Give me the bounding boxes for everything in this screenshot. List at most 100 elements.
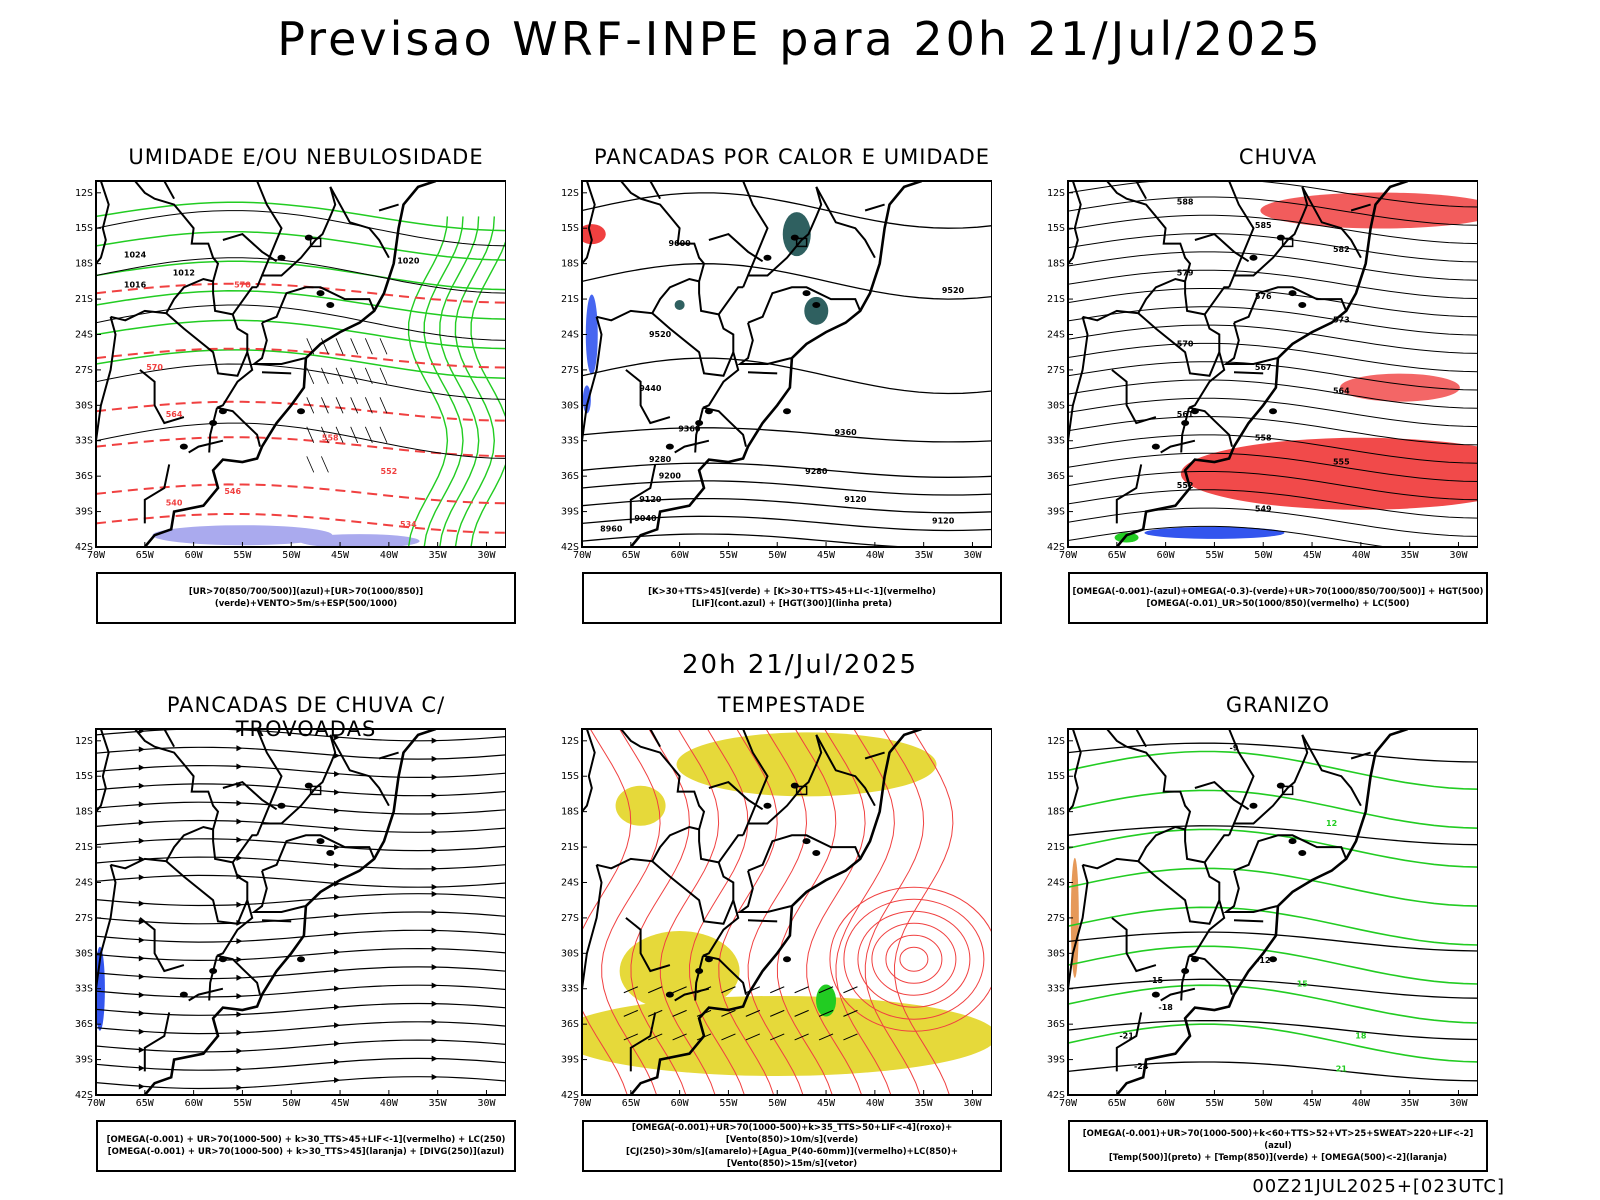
contour-label: 570 — [234, 280, 251, 289]
humidity-contour — [96, 319, 506, 350]
map-chuva: 588 585 582 579 576 573 570 567 564 561 558 555 552 5… — [1047, 180, 1478, 561]
contour-label: -12 — [1256, 956, 1270, 965]
flow-arrow — [334, 1003, 341, 1010]
lake-shape — [1269, 956, 1277, 963]
contour-label: 555 — [1333, 457, 1350, 466]
jet-stream-area — [615, 785, 666, 826]
contour-label: 9280 — [805, 467, 828, 476]
height-contour — [582, 497, 992, 514]
lon-label: 60W — [1157, 550, 1176, 561]
border-line — [1301, 734, 1362, 807]
border-line — [96, 729, 110, 813]
map-content: 1016 1012 1020 570 570 564 558 552 546 540 534 1024 — [96, 181, 506, 547]
border-line — [747, 286, 862, 324]
border-line — [143, 464, 171, 524]
lat-label: 36S — [75, 471, 93, 482]
lon-label: 60W — [185, 1098, 204, 1109]
border-line — [742, 729, 769, 824]
omega-500-area — [1070, 857, 1079, 978]
border-line — [742, 186, 823, 288]
lat-label: 33S — [75, 984, 93, 995]
lon-label: 70W — [1059, 550, 1078, 561]
flow-arrow — [236, 800, 243, 807]
lat-label: 39S — [561, 507, 579, 518]
humidity-contour — [96, 201, 506, 232]
convective-area — [674, 299, 685, 310]
border-line — [1233, 286, 1348, 324]
streamline — [1068, 288, 1478, 318]
streamline — [96, 1039, 506, 1053]
pressure-contour — [96, 257, 506, 294]
station-marker — [1281, 785, 1294, 796]
lat-label: 27S — [1047, 913, 1065, 924]
streamline — [96, 911, 506, 925]
lon-label: 55W — [233, 1098, 252, 1109]
lat-label: 30S — [561, 400, 579, 411]
lake-shape — [316, 838, 325, 845]
flow-arrow — [431, 1055, 438, 1062]
border-line — [674, 987, 710, 1002]
pressure-contour — [96, 304, 506, 341]
border-line — [582, 181, 596, 265]
humidity-contour — [439, 216, 480, 547]
contour-label: 585 — [1255, 221, 1272, 230]
temp850-contour — [1068, 1023, 1478, 1063]
station-marker — [795, 237, 808, 248]
lon-label: 65W — [136, 550, 155, 561]
lat-label: 30S — [1047, 400, 1065, 411]
wind-vector — [350, 367, 359, 384]
border-line — [329, 186, 390, 259]
contour-label: 1020 — [397, 257, 420, 266]
flow-arrow — [138, 955, 145, 962]
border-line — [261, 371, 292, 375]
temp850-contour — [1068, 867, 1478, 907]
panel-title: GRANIZO — [1225, 693, 1331, 717]
lon-label: 50W — [1254, 1098, 1273, 1109]
streamline — [1068, 379, 1478, 409]
height-contour — [582, 533, 992, 547]
temp500-contour — [1068, 1061, 1478, 1082]
lake-shape — [297, 956, 305, 963]
lat-label: 12S — [561, 736, 579, 747]
border-line — [110, 277, 214, 322]
contour-label: 540 — [166, 499, 183, 508]
contour-label: -18 — [1158, 1003, 1173, 1012]
border-line — [582, 864, 603, 1028]
wind-vector — [818, 986, 834, 994]
flow-arrow — [431, 945, 438, 952]
border-line — [1111, 369, 1157, 425]
border-line — [96, 181, 254, 409]
run-timestamp: 00Z21JUL2025+[023UTC] — [1252, 1176, 1505, 1197]
wind-vector — [648, 986, 663, 994]
thickness-contour — [96, 400, 506, 422]
streamline — [1068, 233, 1478, 263]
lat-label: 18S — [1047, 807, 1065, 818]
border-line — [717, 834, 744, 863]
flow-arrow — [138, 900, 145, 907]
lat-label: 21S — [75, 842, 93, 853]
lif-area — [585, 294, 598, 375]
lon-label: 70W — [573, 550, 592, 561]
streamline — [1068, 416, 1478, 446]
flow-arrow — [431, 927, 438, 934]
humidity-contour — [470, 238, 506, 547]
lat-label: 15S — [1047, 223, 1065, 234]
streamline-850 — [601, 729, 661, 1095]
contour-label: 18 — [1355, 1031, 1367, 1040]
border-line — [596, 825, 700, 870]
flow-arrow — [431, 964, 438, 971]
lake-shape — [812, 301, 821, 308]
flow-arrow — [138, 973, 145, 980]
map-umidade: 1016 1012 1020 570 570 564 558 552 546 540 534 1024… — [75, 180, 506, 561]
flow-arrow — [334, 930, 341, 937]
border-line — [1188, 954, 1233, 995]
lake-shape — [297, 408, 305, 415]
lake-shape — [277, 802, 286, 809]
flow-arrow — [138, 837, 145, 844]
panel-title: CHUVA — [1238, 145, 1318, 169]
wind-vector — [335, 338, 344, 355]
flow-arrow — [236, 956, 243, 963]
wind-vector — [770, 1033, 785, 1041]
